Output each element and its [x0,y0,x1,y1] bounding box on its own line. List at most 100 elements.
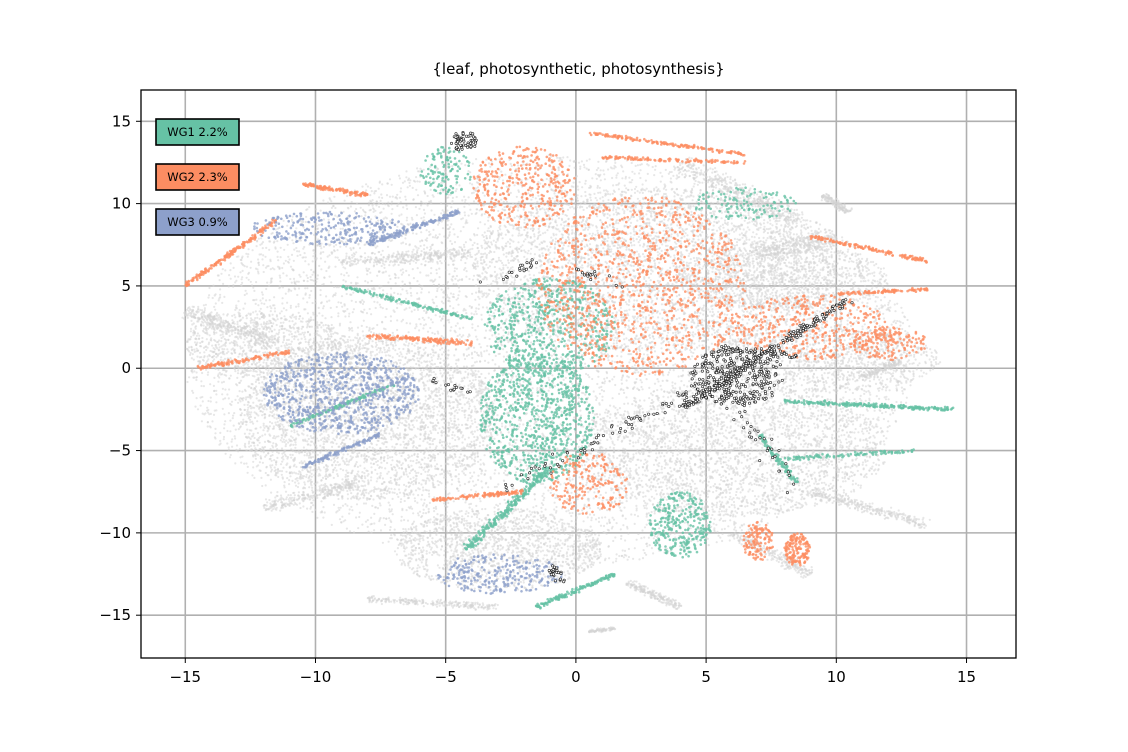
scatter-point [369,272,371,274]
scatter-point [627,470,629,472]
scatter-point [245,253,247,255]
scatter-point [639,399,641,401]
scatter-point [340,273,342,275]
scatter-point [723,334,725,336]
scatter-point [464,262,466,264]
scatter-point [426,229,428,231]
scatter-point [482,306,484,308]
scatter-point [537,405,539,407]
scatter-point [492,548,494,550]
scatter-point [654,383,656,385]
scatter-point [481,318,483,320]
scatter-point [570,387,572,389]
scatter-point [392,498,394,500]
scatter-point [661,468,663,470]
scatter-point [883,317,885,319]
scatter-point [541,511,543,513]
scatter-point [451,437,453,439]
scatter-point [241,391,243,393]
scatter-point [637,371,639,373]
scatter-point [616,553,618,555]
scatter-point [456,188,458,190]
scatter-point [309,444,311,446]
scatter-point [334,207,336,209]
scatter-point [322,517,324,519]
scatter-point [837,377,839,379]
scatter-point [567,262,569,264]
scatter-point [605,409,607,411]
scatter-point [433,214,435,216]
scatter-point [310,441,312,443]
scatter-point [658,418,660,420]
scatter-point [722,520,724,522]
scatter-point [823,384,825,386]
scatter-point [649,544,651,546]
scatter-point [476,262,478,264]
scatter-point [688,371,690,373]
scatter-point [217,381,219,383]
scatter-point [376,275,378,277]
scatter-point [363,301,365,303]
scatter-point [488,373,490,375]
scatter-point [623,392,625,394]
scatter-point [323,430,325,432]
scatter-point [603,173,605,175]
scatter-point [423,190,425,192]
scatter-point [731,218,733,220]
scatter-point [432,194,434,196]
scatter-point [235,383,237,385]
scatter-point [303,226,305,228]
scatter-point [567,358,569,360]
scatter-point [344,200,346,202]
scatter-point [223,381,225,383]
scatter-point [400,285,402,287]
scatter-point [586,506,588,508]
scatter-point [400,191,402,193]
scatter-point [603,382,605,384]
scatter-point [739,475,741,477]
scatter-point [581,160,583,162]
scatter-point [679,545,681,547]
scatter-point [394,273,396,275]
scatter-point [615,202,617,204]
scatter-point [540,546,542,548]
scatter-point [733,528,735,530]
scatter-point [373,202,375,204]
scatter-point [231,315,233,317]
scatter-point [446,294,448,296]
scatter-point [780,224,782,226]
scatter-point [629,225,631,227]
scatter-point [405,417,407,419]
scatter-point [615,558,617,560]
scatter-point [255,458,257,460]
scatter-point [475,376,477,378]
scatter-point [451,203,453,205]
scatter-point [708,192,710,194]
scatter-point [252,311,254,313]
scatter-point [260,376,262,378]
scatter-point [733,292,735,294]
scatter-point [654,350,656,352]
scatter-point [682,361,684,363]
scatter-point [900,368,902,370]
scatter-point [527,192,529,194]
scatter-point [367,270,369,272]
scatter-point [709,450,711,452]
scatter-point [507,267,509,269]
scatter-point [376,444,378,446]
scatter-point [463,472,465,474]
scatter-point [610,255,612,257]
scatter-point [452,374,454,376]
scatter-point [704,422,706,424]
scatter-point [577,185,579,187]
scatter-point [486,350,488,352]
scatter-point [641,368,643,370]
scatter-point [331,446,333,448]
scatter-point [208,287,210,289]
scatter-point [260,477,262,479]
scatter-point [341,295,343,297]
scatter-point [531,525,533,527]
scatter-point [377,507,379,509]
scatter-point [479,221,481,223]
scatter-point [861,302,863,304]
